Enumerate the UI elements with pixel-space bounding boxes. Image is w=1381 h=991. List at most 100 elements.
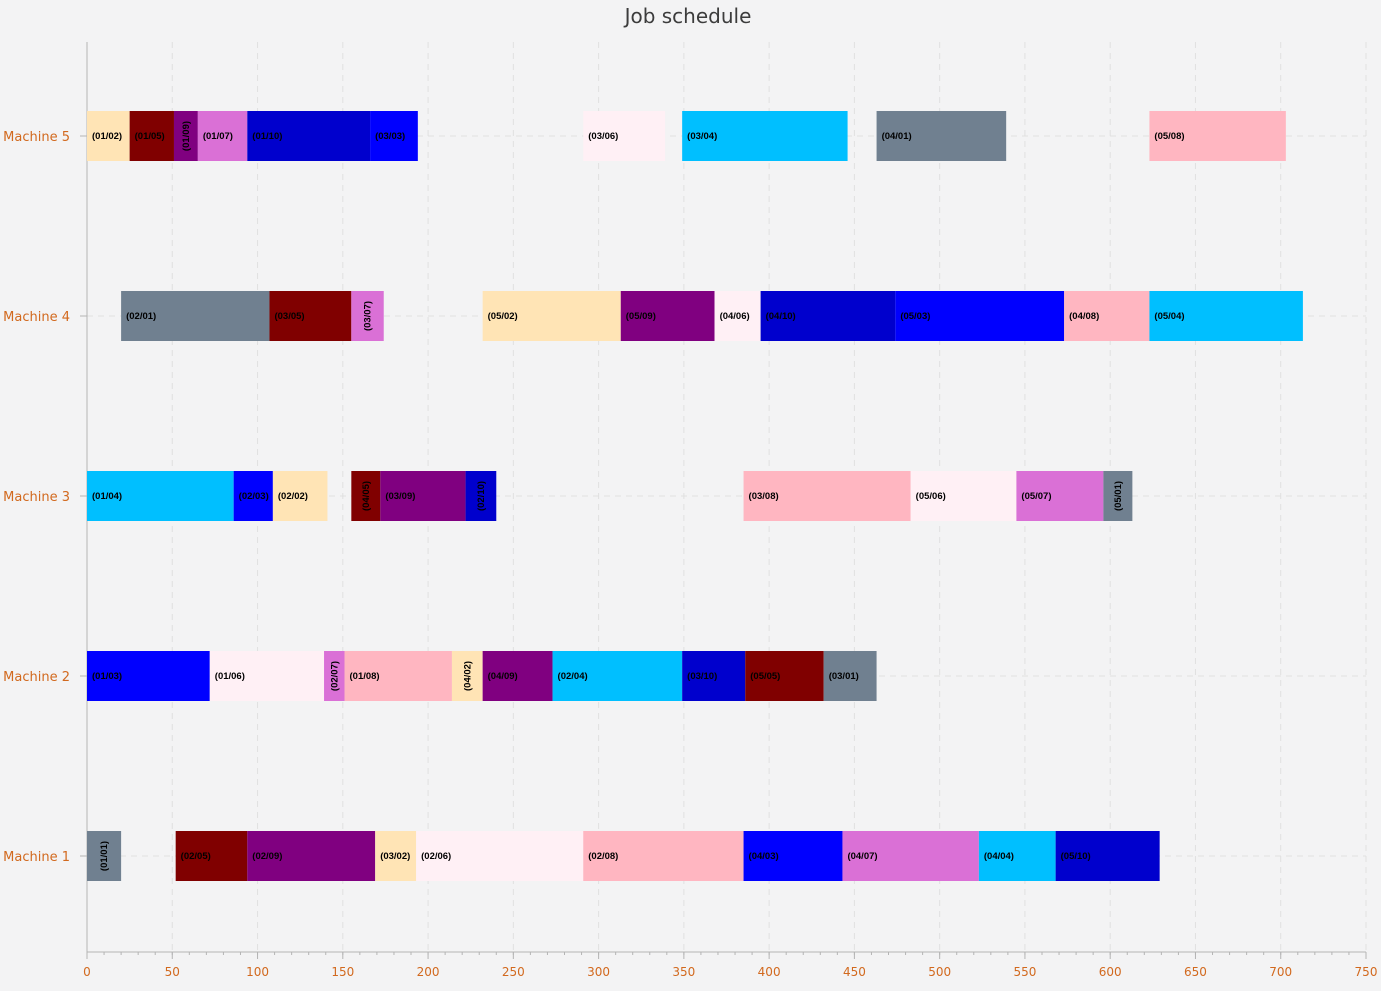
x-tick-label: 500 [928, 965, 951, 979]
y-tick-label: Machine 2 [3, 670, 70, 685]
task-bar-rect [272, 471, 328, 521]
task-bar: (02/09) [247, 831, 376, 881]
task-bar-rect [87, 111, 130, 161]
task-bar-label: (02/08) [588, 851, 618, 862]
task-bar-label: (04/05) [361, 481, 372, 511]
task-bar: (04/09) [482, 651, 553, 701]
task-bar: (01/06) [209, 651, 325, 701]
task-bar: (03/01) [823, 651, 877, 701]
task-bar-rect [324, 651, 345, 701]
task-bar-label: (02/05) [181, 851, 211, 862]
task-bar: (01/03) [87, 651, 210, 701]
x-tick-label: 650 [1184, 965, 1207, 979]
task-bar-rect [1149, 111, 1286, 161]
task-bar-rect [714, 291, 761, 341]
task-bar-rect [1103, 471, 1133, 521]
x-tick-label: 100 [246, 965, 269, 979]
task-bar-rect [842, 831, 979, 881]
task-bar-rect [269, 291, 352, 341]
task-bar: (01/02) [87, 111, 130, 161]
task-bar-label: (02/01) [126, 311, 156, 322]
x-tick-label: 700 [1269, 965, 1292, 979]
task-bar: (05/05) [745, 651, 824, 701]
task-bar: (03/03) [370, 111, 418, 161]
task-bar-label: (01/06) [215, 671, 245, 682]
task-bar: (05/10) [1055, 831, 1160, 881]
task-bar-label: (03/05) [274, 311, 304, 322]
task-bar-rect [583, 831, 744, 881]
task-bar-label: (05/07) [1021, 491, 1051, 502]
task-bar-label: (04/10) [766, 311, 796, 322]
task-bar: (02/10) [465, 471, 497, 521]
task-bar-label: (05/01) [1113, 481, 1124, 511]
task-bar: (03/06) [583, 111, 666, 161]
task-bar-label: (03/07) [363, 301, 374, 331]
task-bar: (03/05) [269, 291, 352, 341]
task-bar: (02/05) [175, 831, 248, 881]
y-tick-label: Machine 5 [3, 130, 70, 145]
task-bar-label: (01/01) [99, 841, 110, 871]
task-bar: (02/06) [416, 831, 584, 881]
task-bar: (01/01) [87, 831, 122, 881]
task-bar-rect [351, 471, 381, 521]
task-bar-rect [910, 471, 1017, 521]
task-bar-rect [1016, 471, 1104, 521]
x-tick-label: 550 [1013, 965, 1036, 979]
task-bar-rect [482, 291, 621, 341]
task-bar-label: (05/04) [1154, 311, 1184, 322]
task-bar: (01/09) [173, 111, 198, 161]
task-bar-rect [173, 111, 198, 161]
task-bar: (04/10) [760, 291, 896, 341]
task-bar-rect [344, 651, 452, 701]
task-bar-rect [760, 291, 896, 341]
task-bar-rect [1149, 291, 1303, 341]
task-bar-rect [87, 471, 234, 521]
task-bar-rect [380, 471, 466, 521]
task-bar-label: (01/08) [350, 671, 380, 682]
task-bar: (03/10) [682, 651, 746, 701]
task-bar-rect [682, 651, 746, 701]
chart-title: Job schedule [623, 4, 752, 28]
task-bar-label: (04/02) [462, 661, 473, 691]
task-bar-label: (02/03) [239, 491, 269, 502]
task-bar-label: (01/07) [203, 131, 233, 142]
task-bar-label: (02/10) [476, 481, 487, 511]
task-bar: (03/07) [351, 291, 384, 341]
task-bar-label: (03/04) [687, 131, 717, 142]
task-bar-label: (05/09) [626, 311, 656, 322]
task-bar-label: (01/02) [92, 131, 122, 142]
task-bar: (04/02) [451, 651, 483, 701]
task-bar-rect [247, 111, 371, 161]
task-bar: (05/02) [482, 291, 621, 341]
x-tick-label: 200 [417, 965, 440, 979]
task-bar: (05/06) [910, 471, 1017, 521]
task-bar: (05/01) [1103, 471, 1133, 521]
task-bar-rect [370, 111, 418, 161]
task-bar-rect [743, 831, 843, 881]
task-bar: (02/03) [233, 471, 273, 521]
task-bar-label: (03/10) [687, 671, 717, 682]
task-bar: (03/02) [375, 831, 417, 881]
y-tick-label: Machine 1 [3, 850, 70, 865]
task-bar: (01/08) [344, 651, 452, 701]
task-bar-label: (05/03) [900, 311, 930, 322]
task-bar: (03/09) [380, 471, 466, 521]
task-bar-label: (03/09) [385, 491, 415, 502]
task-bar-label: (03/06) [588, 131, 618, 142]
task-bar-label: (03/01) [829, 671, 859, 682]
task-bar-label: (04/04) [984, 851, 1014, 862]
task-bar-label: (01/09) [181, 121, 192, 151]
task-bar-label: (04/09) [488, 671, 518, 682]
task-bar-label: (01/04) [92, 491, 122, 502]
task-bar-label: (03/02) [380, 851, 410, 862]
task-bar-label: (05/05) [750, 671, 780, 682]
task-bar: (02/02) [272, 471, 328, 521]
task-bar-label: (04/06) [720, 311, 750, 322]
task-bar-rect [895, 291, 1065, 341]
task-bar: (04/03) [743, 831, 843, 881]
task-bar-rect [552, 651, 683, 701]
x-tick-label: 50 [165, 965, 180, 979]
task-bar-label: (05/10) [1061, 851, 1091, 862]
task-bar: (04/06) [714, 291, 761, 341]
task-bar-rect [129, 111, 174, 161]
